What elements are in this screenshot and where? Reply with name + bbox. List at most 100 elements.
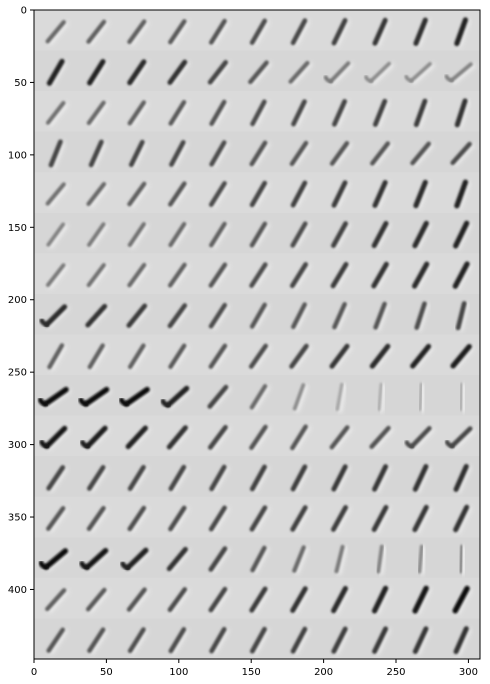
- digit-tile: [413, 17, 431, 48]
- stroke-highlight: [211, 263, 230, 290]
- digit-stroke: [290, 180, 308, 208]
- plot-area-frame: [33, 9, 481, 660]
- stroke-highlight: [88, 264, 109, 289]
- digit-stroke: [331, 505, 349, 532]
- stroke-highlight: [170, 223, 189, 249]
- digit-stroke: [46, 506, 66, 531]
- digit-tile: [414, 301, 430, 332]
- stroke-highlight: [375, 303, 390, 332]
- stroke-highlight: [455, 506, 472, 534]
- digit-stroke: [417, 544, 424, 574]
- stroke-highlight: [87, 427, 110, 451]
- digit-tile: [331, 626, 350, 656]
- stroke-highlight: [292, 222, 311, 250]
- stroke-highlight: [460, 383, 467, 414]
- stroke-highlight: [292, 587, 311, 615]
- digit-tile: [127, 100, 149, 128]
- stroke-highlight: [292, 425, 311, 452]
- digit-stroke: [166, 546, 188, 572]
- digit-stroke-foot: [38, 560, 49, 570]
- digit-stroke: [127, 343, 146, 370]
- stroke-highlight: [455, 222, 472, 250]
- digit-stroke: [127, 59, 147, 86]
- digit-stroke: [291, 302, 307, 330]
- digit-stroke: [168, 505, 187, 532]
- digit-stroke-foot: [444, 439, 455, 449]
- stroke-highlight: [131, 141, 148, 169]
- digit-stroke: [127, 464, 146, 491]
- digit-tile: [119, 386, 152, 408]
- digit-stroke: [290, 18, 308, 46]
- digit-tile: [373, 301, 390, 332]
- stroke-highlight: [333, 506, 351, 534]
- digit-stroke: [249, 464, 267, 492]
- stroke-highlight: [128, 549, 151, 572]
- stroke-highlight: [292, 506, 311, 534]
- digit-tile: [249, 180, 270, 209]
- stroke-highlight: [331, 62, 354, 86]
- digit-tile: [250, 545, 270, 574]
- y-tick-label: 400: [8, 585, 27, 596]
- digit-stroke: [87, 627, 106, 653]
- digit-stroke: [88, 139, 104, 168]
- stroke-highlight: [252, 628, 270, 655]
- digit-tile: [87, 59, 108, 87]
- digit-tile: [126, 303, 150, 330]
- digit-tile: [372, 626, 391, 656]
- x-tick-label: 50: [100, 667, 113, 678]
- digit-tile: [208, 181, 230, 209]
- stroke-highlight: [451, 63, 476, 85]
- stroke-highlight: [128, 427, 151, 451]
- digit-tile: [376, 544, 387, 576]
- digit-tile: [413, 98, 430, 129]
- digit-stroke-foot: [404, 440, 415, 449]
- stroke-highlight: [457, 100, 470, 129]
- digit-tile: [329, 343, 352, 371]
- stroke-highlight: [91, 141, 107, 169]
- stroke-highlight: [89, 101, 109, 127]
- digit-tile: [39, 425, 70, 450]
- stroke-highlight: [210, 386, 231, 411]
- digit-tile: [207, 424, 231, 452]
- digit-stroke: [86, 100, 106, 126]
- stroke-highlight: [416, 181, 431, 210]
- x-tick-label: 300: [459, 667, 478, 678]
- stroke-highlight: [252, 142, 270, 168]
- digit-tile: [209, 99, 229, 128]
- digit-stroke: [414, 301, 427, 330]
- digit-tile: [291, 302, 310, 331]
- digit-stroke: [411, 261, 430, 289]
- digit-tile: [412, 626, 431, 656]
- digit-tile: [323, 61, 354, 86]
- digit-tile: [249, 262, 271, 290]
- digit-stroke: [249, 262, 268, 288]
- digit-tile: [46, 627, 68, 655]
- digit-tile: [372, 179, 390, 210]
- stroke-highlight: [411, 63, 435, 85]
- digit-tile: [410, 141, 434, 167]
- digit-stroke: [209, 99, 227, 127]
- stroke-highlight: [334, 628, 350, 656]
- stroke-highlight: [415, 465, 431, 494]
- digit-stroke: [413, 17, 428, 46]
- stroke-highlight: [170, 304, 190, 330]
- stroke-highlight: [412, 345, 434, 370]
- digit-stroke: [47, 343, 65, 370]
- stroke-highlight: [129, 588, 150, 614]
- digit-stroke: [292, 383, 306, 411]
- stroke-highlight: [252, 506, 270, 534]
- digit-tile: [332, 98, 350, 129]
- stroke-highlight: [89, 466, 108, 493]
- digit-stroke: [249, 18, 268, 45]
- stroke-highlight: [48, 264, 69, 289]
- digit-tile: [412, 585, 431, 615]
- digit-stroke: [371, 261, 389, 289]
- digit-tile: [329, 425, 353, 452]
- digit-stroke-foot: [39, 439, 50, 449]
- digit-stroke: [459, 382, 464, 411]
- digit-tile: [86, 181, 109, 208]
- digit-stroke-foot: [119, 397, 130, 407]
- stroke-highlight: [211, 304, 230, 330]
- stroke-highlight: [170, 588, 190, 614]
- stroke-highlight: [333, 587, 351, 615]
